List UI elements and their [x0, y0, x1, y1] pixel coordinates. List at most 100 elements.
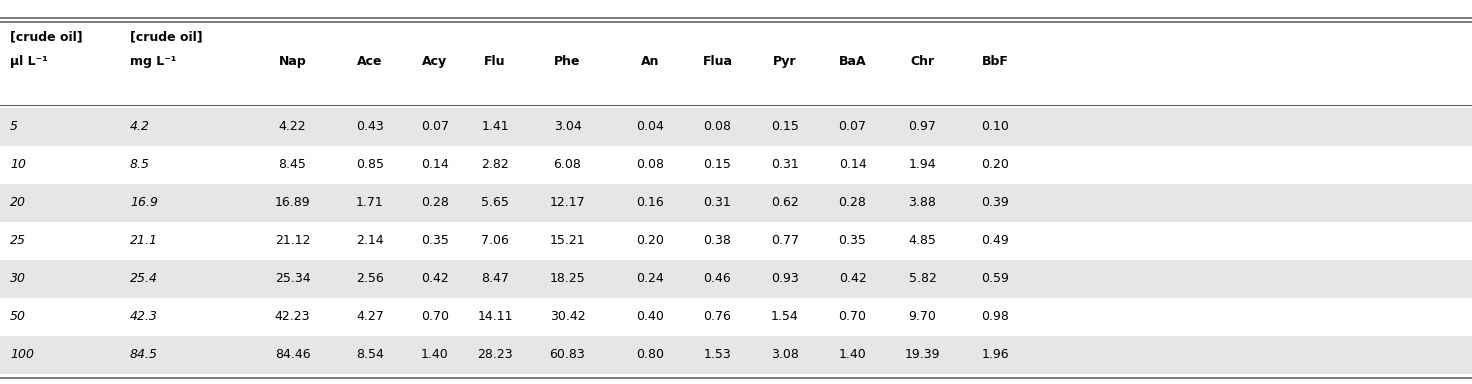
Text: [crude oil]: [crude oil]	[130, 30, 203, 43]
Text: 6.08: 6.08	[553, 159, 581, 172]
Text: 7.06: 7.06	[481, 235, 509, 248]
Text: 5.65: 5.65	[481, 197, 509, 210]
Text: 16.89: 16.89	[275, 197, 311, 210]
Text: 4.27: 4.27	[356, 311, 384, 323]
Bar	[0, 260, 1472, 298]
Text: 30.42: 30.42	[549, 311, 586, 323]
Text: 50: 50	[10, 311, 26, 323]
Text: BbF: BbF	[982, 55, 1008, 68]
Text: 0.08: 0.08	[704, 121, 732, 134]
Text: Flua: Flua	[702, 55, 733, 68]
Text: 0.98: 0.98	[980, 311, 1008, 323]
Text: 25.4: 25.4	[130, 273, 158, 285]
Text: 0.38: 0.38	[704, 235, 732, 248]
Text: 12.17: 12.17	[549, 197, 586, 210]
Text: 4.22: 4.22	[278, 121, 306, 134]
Text: 0.70: 0.70	[421, 311, 449, 323]
Text: 0.04: 0.04	[636, 121, 664, 134]
Text: 1.96: 1.96	[982, 349, 1008, 361]
Text: 84.5: 84.5	[130, 349, 158, 361]
Text: 0.08: 0.08	[636, 159, 664, 172]
Text: 0.15: 0.15	[771, 121, 799, 134]
Text: 2.56: 2.56	[356, 273, 384, 285]
Text: 8.47: 8.47	[481, 273, 509, 285]
Text: 0.85: 0.85	[356, 159, 384, 172]
Bar	[0, 184, 1472, 222]
Text: 4.2: 4.2	[130, 121, 150, 134]
Text: 42.3: 42.3	[130, 311, 158, 323]
Text: 8.45: 8.45	[278, 159, 306, 172]
Text: 9.70: 9.70	[908, 311, 936, 323]
Text: 0.35: 0.35	[839, 235, 867, 248]
Text: 3.08: 3.08	[771, 349, 799, 361]
Text: 5: 5	[10, 121, 18, 134]
Text: 0.14: 0.14	[839, 159, 867, 172]
Text: 3.88: 3.88	[908, 197, 936, 210]
Text: 0.93: 0.93	[771, 273, 799, 285]
Text: 1.41: 1.41	[481, 121, 509, 134]
Bar	[0, 108, 1472, 146]
Text: 1.40: 1.40	[421, 349, 449, 361]
Text: Phe: Phe	[555, 55, 581, 68]
Text: 20: 20	[10, 197, 26, 210]
Text: 0.20: 0.20	[980, 159, 1008, 172]
Text: 19.39: 19.39	[905, 349, 941, 361]
Text: BaA: BaA	[839, 55, 867, 68]
Text: 8.54: 8.54	[356, 349, 384, 361]
Text: 3.04: 3.04	[553, 121, 581, 134]
Text: 0.80: 0.80	[636, 349, 664, 361]
Text: 21.1: 21.1	[130, 235, 158, 248]
Text: 4.85: 4.85	[908, 235, 936, 248]
Text: 60.83: 60.83	[549, 349, 586, 361]
Text: 28.23: 28.23	[477, 349, 512, 361]
Text: 0.40: 0.40	[636, 311, 664, 323]
Text: 1.53: 1.53	[704, 349, 732, 361]
Text: mg L⁻¹: mg L⁻¹	[130, 55, 177, 68]
Text: 0.15: 0.15	[704, 159, 732, 172]
Text: 2.14: 2.14	[356, 235, 384, 248]
Text: 0.42: 0.42	[839, 273, 867, 285]
Text: 0.20: 0.20	[636, 235, 664, 248]
Text: 0.16: 0.16	[636, 197, 664, 210]
Text: 42.23: 42.23	[275, 311, 311, 323]
Text: 1.94: 1.94	[908, 159, 936, 172]
Text: 2.82: 2.82	[481, 159, 509, 172]
Text: Acy: Acy	[422, 55, 447, 68]
Text: 18.25: 18.25	[549, 273, 586, 285]
Text: 0.10: 0.10	[980, 121, 1008, 134]
Text: 10: 10	[10, 159, 26, 172]
Text: 1.54: 1.54	[771, 311, 799, 323]
Text: Pyr: Pyr	[773, 55, 796, 68]
Text: 25.34: 25.34	[275, 273, 311, 285]
Text: Chr: Chr	[911, 55, 935, 68]
Text: 0.59: 0.59	[980, 273, 1008, 285]
Text: 100: 100	[10, 349, 34, 361]
Text: An: An	[640, 55, 659, 68]
Text: 0.97: 0.97	[908, 121, 936, 134]
Text: 0.28: 0.28	[839, 197, 867, 210]
Text: 0.46: 0.46	[704, 273, 732, 285]
Text: 0.43: 0.43	[356, 121, 384, 134]
Text: 16.9: 16.9	[130, 197, 158, 210]
Text: 0.76: 0.76	[704, 311, 732, 323]
Text: 0.35: 0.35	[421, 235, 449, 248]
Text: 0.31: 0.31	[704, 197, 732, 210]
Text: Ace: Ace	[358, 55, 383, 68]
Text: 0.07: 0.07	[839, 121, 867, 134]
Text: 0.62: 0.62	[771, 197, 799, 210]
Text: 0.24: 0.24	[636, 273, 664, 285]
Text: 5.82: 5.82	[908, 273, 936, 285]
Text: 15.21: 15.21	[549, 235, 586, 248]
Text: 1.71: 1.71	[356, 197, 384, 210]
Text: 0.31: 0.31	[771, 159, 799, 172]
Text: 14.11: 14.11	[477, 311, 512, 323]
Text: 0.77: 0.77	[771, 235, 799, 248]
Text: 0.28: 0.28	[421, 197, 449, 210]
Text: 30: 30	[10, 273, 26, 285]
Text: [crude oil]: [crude oil]	[10, 30, 82, 43]
Text: 8.5: 8.5	[130, 159, 150, 172]
Text: 0.49: 0.49	[982, 235, 1008, 248]
Text: 25: 25	[10, 235, 26, 248]
Text: 0.14: 0.14	[421, 159, 449, 172]
Text: 1.40: 1.40	[839, 349, 867, 361]
